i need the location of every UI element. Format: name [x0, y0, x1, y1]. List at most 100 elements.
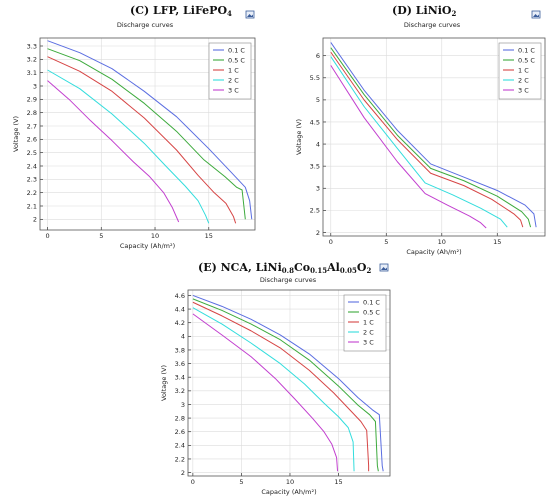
plot-image-icon[interactable]: [245, 10, 255, 19]
legend-entry: 3 C: [363, 338, 374, 346]
plot-image-icon-mountain: [533, 14, 539, 17]
plot-image-icon[interactable]: [379, 263, 389, 272]
chart-c: Discharge curves 0 5 10 15 2 2.1 2.2 2.3 2.4 2.5 2.…: [12, 10, 256, 250]
legend: 0.1 C 0.5 C 1 C 2 C 3 C: [343, 294, 387, 352]
y-tick-label: 2.4: [27, 162, 37, 170]
x-tick-label: 5: [99, 232, 103, 240]
series-line-1C: [330, 51, 524, 228]
series-line-0_1C: [47, 40, 253, 220]
legend-entry: 2 C: [228, 76, 239, 84]
x-tick-label: 10: [438, 238, 446, 246]
series-line-1C: [192, 301, 370, 472]
panel-e-title-subscript: 0.8: [281, 266, 294, 275]
y-tick-label: 2.3: [27, 176, 37, 184]
legend-entry: 0.1 C: [363, 298, 380, 306]
panel-e-title-part: Co: [293, 261, 311, 274]
panel-d-title-text: (D) LiNiO: [392, 4, 452, 17]
y-tick-label: 2.9: [27, 96, 37, 104]
chart-d: Discharge curves 0 5 10 15 2 2.5 3 3.5 4 4.5 5 5.5 6 C…: [295, 10, 546, 256]
y-tick-label: 4.4: [175, 305, 185, 313]
panel-e-title-subscript: 0.15: [310, 266, 328, 275]
x-axis-label: Capacity (Ah/m²): [120, 242, 175, 250]
y-tick-label: 2: [33, 216, 37, 224]
series-line-0_5C: [47, 48, 246, 220]
x-axis-label: Capacity (Ah/m²): [261, 488, 316, 496]
y-tick-label: 2.2: [175, 455, 185, 463]
y-axis-label: Voltage (V): [295, 119, 303, 155]
y-tick-label: 3.6: [175, 360, 185, 368]
y-tick-label: 4: [316, 140, 320, 148]
y-tick-label: 3.3: [27, 42, 37, 50]
y-tick-label: 4.5: [310, 118, 320, 126]
legend-entry: 0.1 C: [228, 46, 245, 54]
y-tick-label: 3: [181, 401, 185, 409]
x-tick-label: 15: [493, 238, 501, 246]
panel-e-title-part: Al: [327, 261, 340, 274]
legend-entry: 1 C: [228, 66, 239, 74]
y-tick-label: 2.6: [175, 428, 185, 436]
y-tick-label: 5.5: [310, 74, 320, 82]
legend-entry: 0.5 C: [518, 56, 535, 64]
series-line-2C: [47, 69, 210, 224]
legend-entry: 1 C: [518, 66, 529, 74]
y-tick-label: 3.8: [175, 346, 185, 354]
x-tick-label: 0: [329, 238, 333, 246]
plot-frame: [187, 289, 391, 477]
y-tick-label: 4: [181, 333, 185, 341]
panel-c-title-subscript: 4: [227, 9, 232, 18]
plot-frame: [322, 37, 546, 237]
series-line-2C: [192, 307, 355, 472]
series-line-3C: [192, 313, 339, 472]
y-tick-label: 3.4: [175, 374, 185, 382]
chart-e: Discharge curves 0 5 10 15 2 2.2 2.4 2.6 2.8 3 3.2 3…: [160, 263, 391, 496]
y-tick-label: 2: [316, 229, 320, 237]
x-tick-label: 0: [45, 232, 49, 240]
plot-image-icon-mountain: [247, 14, 253, 17]
y-tick-label: 2.8: [175, 414, 185, 422]
plot-title: Discharge curves: [260, 276, 317, 284]
y-tick-label: 2.6: [27, 136, 37, 144]
x-tick-label: 15: [334, 478, 342, 486]
y-tick-label: 2.4: [175, 442, 185, 450]
y-tick-label: 2.5: [310, 207, 320, 215]
panel-e-title-part: (E) NCA, LiNi: [198, 261, 282, 274]
panel-e-title: (E) NCA, LiNi0.8Co0.15Al0.05O2: [198, 261, 372, 275]
plot-frame: [39, 37, 256, 231]
panel-e-title-part: O: [356, 261, 367, 274]
series-line-3C: [47, 80, 180, 223]
series-line-1C: [47, 56, 237, 224]
legend: 0.1 C 0.5 C 1 C 2 C 3 C: [208, 42, 252, 100]
plot-image-icon-mountain: [381, 267, 387, 270]
legend-entry: 2 C: [363, 328, 374, 336]
y-tick-label: 2: [181, 469, 185, 477]
y-tick-label: 3: [33, 82, 37, 90]
panel-c-title-text: (C) LFP, LiFePO: [130, 4, 228, 17]
y-tick-label: 3.1: [27, 69, 37, 77]
y-axis-label: Voltage (V): [12, 116, 20, 152]
y-tick-label: 4.6: [175, 292, 185, 300]
series-line-0_1C: [192, 294, 384, 472]
y-tick-label: 2.5: [27, 149, 37, 157]
series-line-3C: [330, 65, 487, 229]
x-tick-label: 5: [239, 478, 243, 486]
series-line-2C: [330, 56, 508, 228]
legend-entry: 0.5 C: [363, 308, 380, 316]
legend-entry: 2 C: [518, 76, 529, 84]
legend-entry: 0.1 C: [518, 46, 535, 54]
y-tick-label: 3.2: [27, 56, 37, 64]
panel-e-title-subscript: 2: [366, 266, 372, 275]
y-tick-label: 2.2: [27, 189, 37, 197]
legend: 0.1 C 0.5 C 1 C 2 C 3 C: [498, 42, 542, 100]
panel-d-title-subscript: 2: [451, 9, 457, 18]
series-line-0_5C: [330, 47, 532, 228]
series-line-0_1C: [330, 42, 537, 228]
y-tick-label: 4.2: [175, 319, 185, 327]
panel-d-title: (D) LiNiO2: [392, 4, 457, 18]
y-tick-label: 2.8: [27, 109, 37, 117]
panel-e-title-subscript: 0.05: [339, 266, 357, 275]
x-tick-label: 10: [286, 478, 294, 486]
plot-image-icon[interactable]: [531, 10, 541, 19]
y-tick-label: 3: [316, 185, 320, 193]
legend-entry: 3 C: [228, 86, 239, 94]
